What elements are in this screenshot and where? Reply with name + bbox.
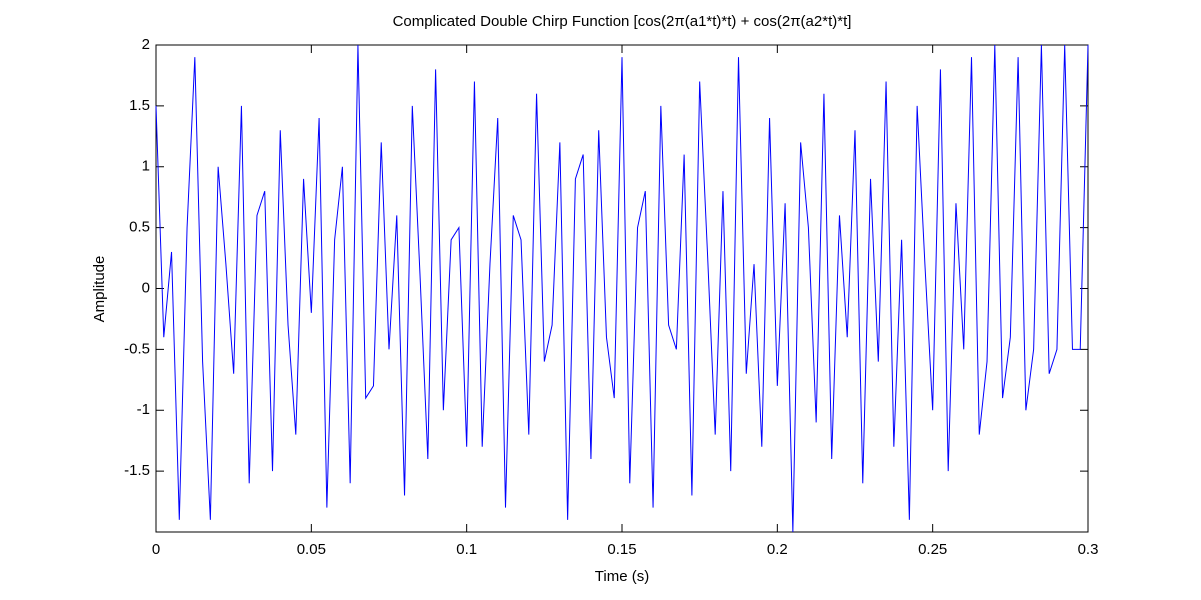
y-tick-label: 2 xyxy=(142,36,150,53)
x-tick-label: 0.1 xyxy=(456,541,477,558)
y-tick-label: 1.5 xyxy=(129,97,150,114)
y-tick-label: -1.5 xyxy=(124,462,150,479)
chart-title: Complicated Double Chirp Function [cos(2… xyxy=(393,13,852,30)
y-tick-label: -0.5 xyxy=(124,340,150,357)
x-tick-label: 0.25 xyxy=(918,541,947,558)
y-tick-label: -1 xyxy=(137,401,150,418)
y-tick-label: 0.5 xyxy=(129,219,150,236)
line-series xyxy=(155,44,1089,533)
y-tick-label: 0 xyxy=(142,279,150,296)
x-axis-label: Time (s) xyxy=(595,568,649,585)
x-tick-label: 0.2 xyxy=(767,541,788,558)
x-tick-label: 0 xyxy=(152,541,160,558)
x-tick-label: 0.3 xyxy=(1078,541,1099,558)
y-axis-label: Amplitude xyxy=(91,256,108,323)
x-tick-label: 0.15 xyxy=(607,541,636,558)
y-tick-label: 1 xyxy=(142,158,150,175)
x-tick-label: 0.05 xyxy=(297,541,326,558)
